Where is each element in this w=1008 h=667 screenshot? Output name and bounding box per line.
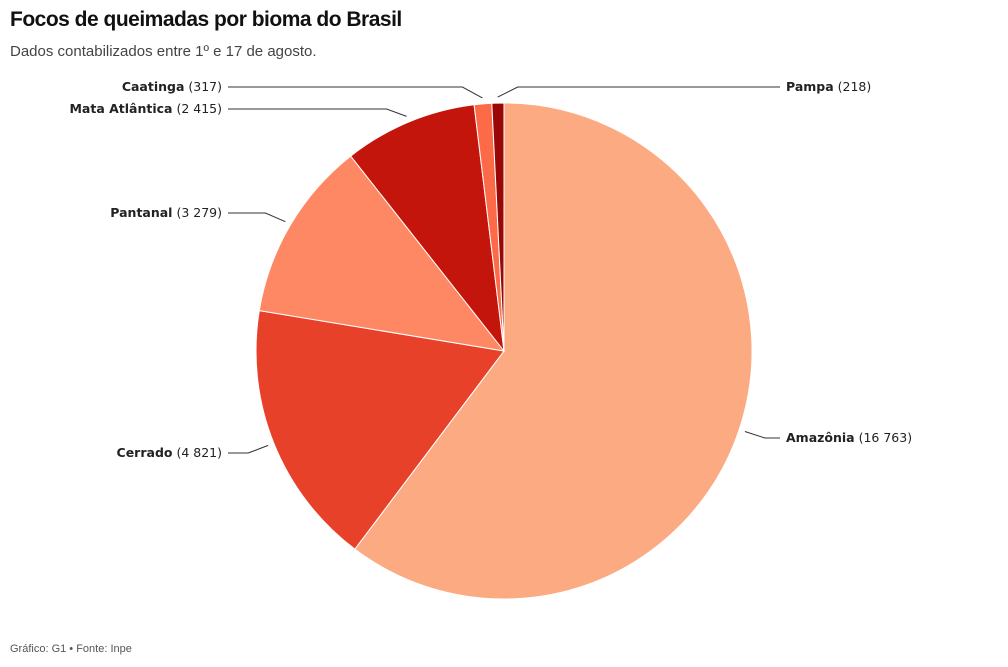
leader-line-cerrado (228, 444, 269, 454)
pie-slice-pantanal[interactable] (258, 155, 506, 352)
slice-label-mata-atl-ntica: Mata Atlântica (2 415) (69, 101, 222, 116)
leader-line-pampa (497, 86, 780, 98)
chart-title: Focos de queimadas por bioma do Brasil (10, 8, 402, 31)
leader-line-amaz-nia (744, 431, 780, 439)
pie-slices (255, 102, 753, 600)
pie-slice-cerrado[interactable] (255, 310, 505, 550)
pie-slice-amaz-nia[interactable] (354, 102, 753, 600)
leader-line-mata-atl-ntica (228, 108, 407, 117)
slice-labels: Amazônia (16 763) Cerrado (4 821) Pantanal… (69, 79, 912, 460)
slice-label-pantanal: Pantanal (3 279) (110, 205, 222, 220)
chart-source: Gráfico: G1 • Fonte: Inpe (10, 643, 132, 655)
pie-slice-mata-atl-ntica[interactable] (349, 104, 505, 353)
slice-label-amaz-nia: Amazônia (16 763) (786, 430, 912, 445)
pie-slice-pampa[interactable] (491, 102, 505, 352)
slice-label-caatinga: Caatinga (317) (122, 79, 222, 94)
chart-subtitle: Dados contabilizados entre 1º e 17 de ag… (10, 43, 317, 60)
leader-line-caatinga (228, 86, 483, 99)
slice-label-cerrado: Cerrado (4 821) (117, 445, 222, 460)
leader-line-pantanal (228, 212, 286, 223)
label-leaders (228, 86, 780, 454)
slice-label-pampa: Pampa (218) (786, 79, 871, 94)
